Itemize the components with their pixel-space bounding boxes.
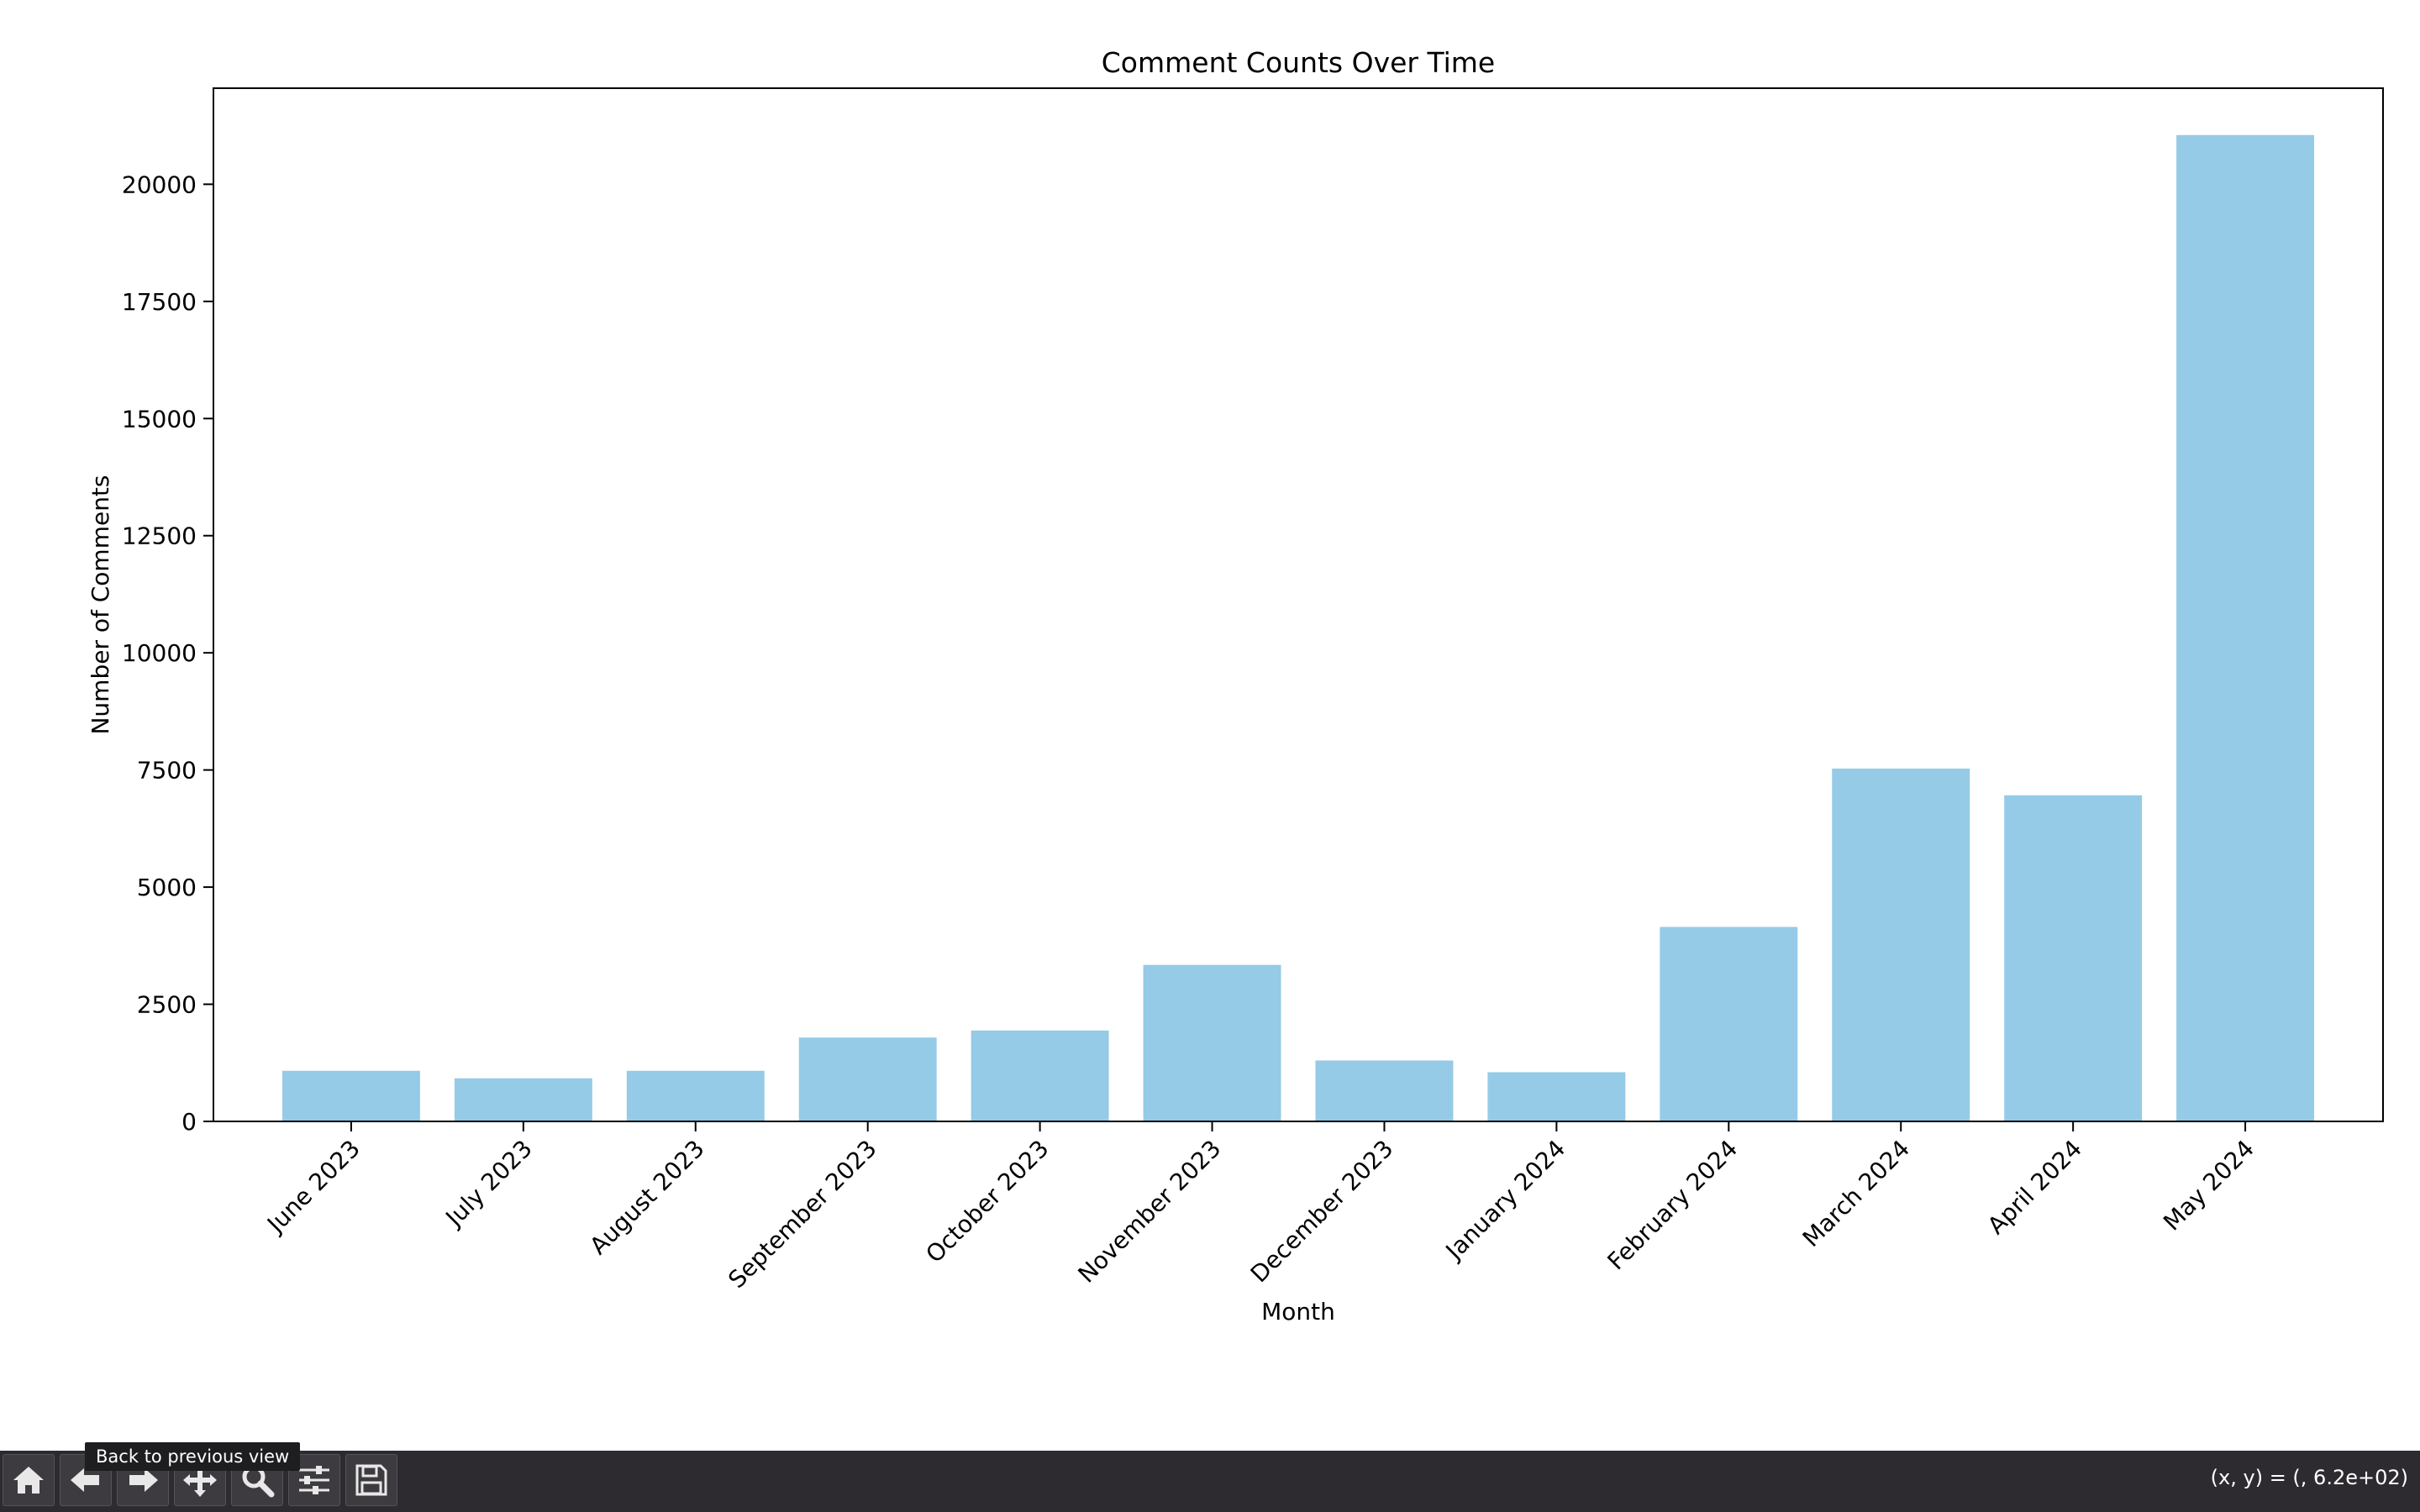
y-tick-label: 2500 (137, 991, 197, 1019)
x-axis-label: Month (1261, 1298, 1335, 1326)
bar-august-2023 (626, 1070, 765, 1121)
x-tick-label: October 2023 (920, 1135, 1054, 1268)
plot-area-frame (213, 87, 2384, 1122)
coordinate-readout: (x, y) = (, 6.2e+02) (2210, 1466, 2408, 1489)
sliders-icon (299, 1466, 329, 1494)
y-tick-label: 17500 (122, 288, 197, 316)
x-tick-label: May 2024 (2158, 1135, 2260, 1236)
x-tick-label: July 2023 (439, 1135, 538, 1233)
x-tick-label: January 2024 (1439, 1135, 1570, 1266)
x-tick-label: June 2023 (260, 1135, 366, 1240)
chart-title: Comment Counts Over Time (1102, 46, 1495, 79)
y-tick-label: 15000 (122, 405, 197, 433)
y-tick-label: 0 (182, 1108, 197, 1136)
y-tick-label: 20000 (122, 171, 197, 198)
bar-july-2023 (454, 1078, 592, 1121)
move-icon (183, 1463, 217, 1497)
bar-september-2023 (798, 1037, 937, 1121)
bar-april-2024 (2004, 795, 2143, 1121)
y-tick-label: 5000 (137, 874, 197, 901)
y-tick-label: 7500 (137, 757, 197, 785)
bar-february-2024 (1660, 927, 1798, 1121)
x-tick-label: April 2024 (1982, 1135, 2087, 1240)
bar-march-2024 (1832, 768, 1970, 1121)
x-axis: June 2023 July 2023 August 2023 September 2… (260, 1121, 2260, 1294)
x-tick-label: August 2023 (584, 1135, 709, 1260)
bar-november-2023 (1143, 964, 1281, 1121)
arrow-left-icon (71, 1468, 99, 1492)
x-tick-label: March 2024 (1797, 1135, 1915, 1252)
x-tick-label: December 2023 (1245, 1135, 1399, 1289)
y-tick-label: 12500 (122, 522, 197, 550)
home-button[interactable] (3, 1454, 55, 1506)
x-tick-label: September 2023 (723, 1135, 881, 1294)
tooltip: Back to previous view (85, 1442, 301, 1471)
chart-figure: Comment Counts Over Time 0 2500 5000 7500 10… (87, 46, 2384, 1326)
y-axis: 0 2500 5000 7500 10000 12500 15000 17500 20000 (122, 171, 213, 1136)
bar-group (281, 134, 2315, 1121)
bar-october-2023 (971, 1030, 1109, 1121)
bar-may-2024 (2176, 134, 2315, 1121)
x-tick-label: February 2024 (1602, 1135, 1744, 1276)
y-tick-label: 10000 (122, 639, 197, 667)
save-button[interactable] (345, 1454, 397, 1506)
y-axis-label: Number of Comments (87, 475, 114, 734)
home-icon (13, 1467, 44, 1494)
floppy-disk-icon (355, 1464, 387, 1496)
arrow-right-icon (129, 1468, 158, 1492)
x-tick-label: November 2023 (1072, 1135, 1226, 1289)
navigation-toolbar: (x, y) = (, 6.2e+02) (0, 1451, 2420, 1512)
bar-january-2024 (1487, 1072, 1626, 1121)
bar-june-2023 (281, 1070, 420, 1121)
bar-december-2023 (1315, 1060, 1454, 1121)
